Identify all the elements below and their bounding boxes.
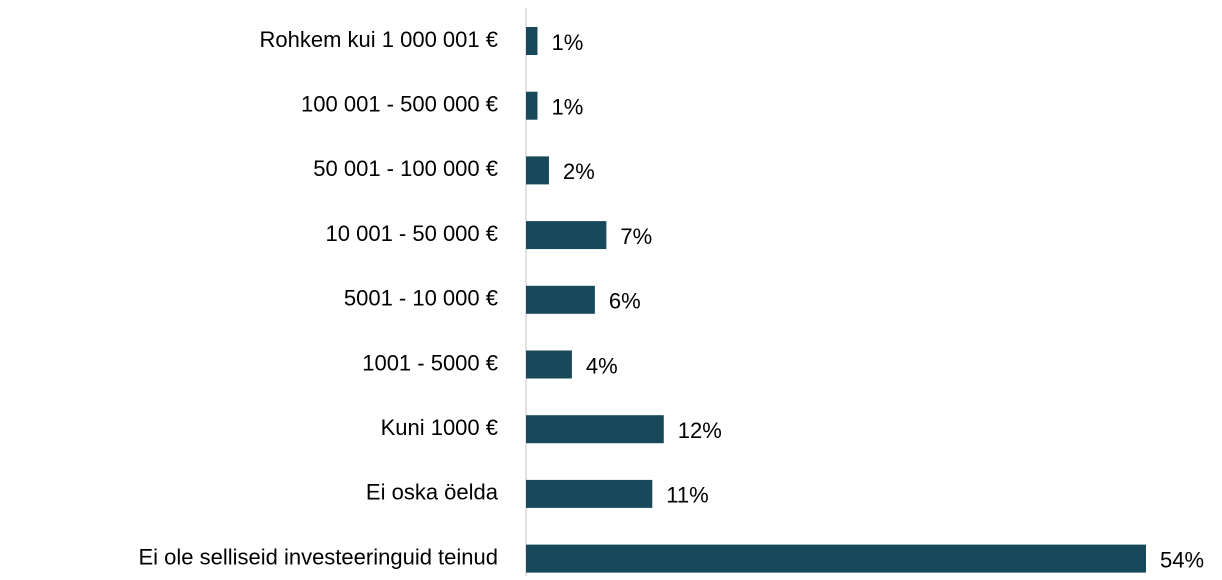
bar [526, 91, 538, 120]
value-label: 1% [551, 30, 583, 55]
category-label: 100 001 - 500 000 € [301, 92, 498, 117]
bar [526, 285, 595, 314]
bar [526, 221, 607, 250]
value-label: 2% [563, 159, 595, 184]
bar [526, 479, 653, 508]
category-label: Ei oska öelda [366, 480, 499, 505]
value-label: 1% [551, 95, 583, 120]
bar [526, 156, 549, 185]
bar [526, 27, 538, 55]
category-label: Ei ole selliseid investeeringuid teinud [138, 544, 498, 569]
value-label: 11% [666, 483, 708, 508]
value-label: 7% [620, 224, 652, 249]
category-label: 1001 - 5000 € [362, 350, 498, 375]
value-label: 54% [1160, 547, 1204, 572]
category-label: 50 001 - 100 000 € [313, 156, 498, 181]
category-label: 10 001 - 50 000 € [326, 221, 498, 246]
category-label: Kuni 1000 € [381, 415, 498, 440]
bar [526, 415, 664, 444]
value-label: 4% [586, 353, 618, 378]
value-label: 6% [609, 289, 641, 314]
value-label: 12% [678, 418, 722, 443]
bar [526, 350, 572, 379]
category-label: Rohkem kui 1 000 001 € [260, 27, 499, 52]
category-label: 5001 - 10 000 € [344, 286, 498, 311]
bar [526, 544, 1146, 573]
